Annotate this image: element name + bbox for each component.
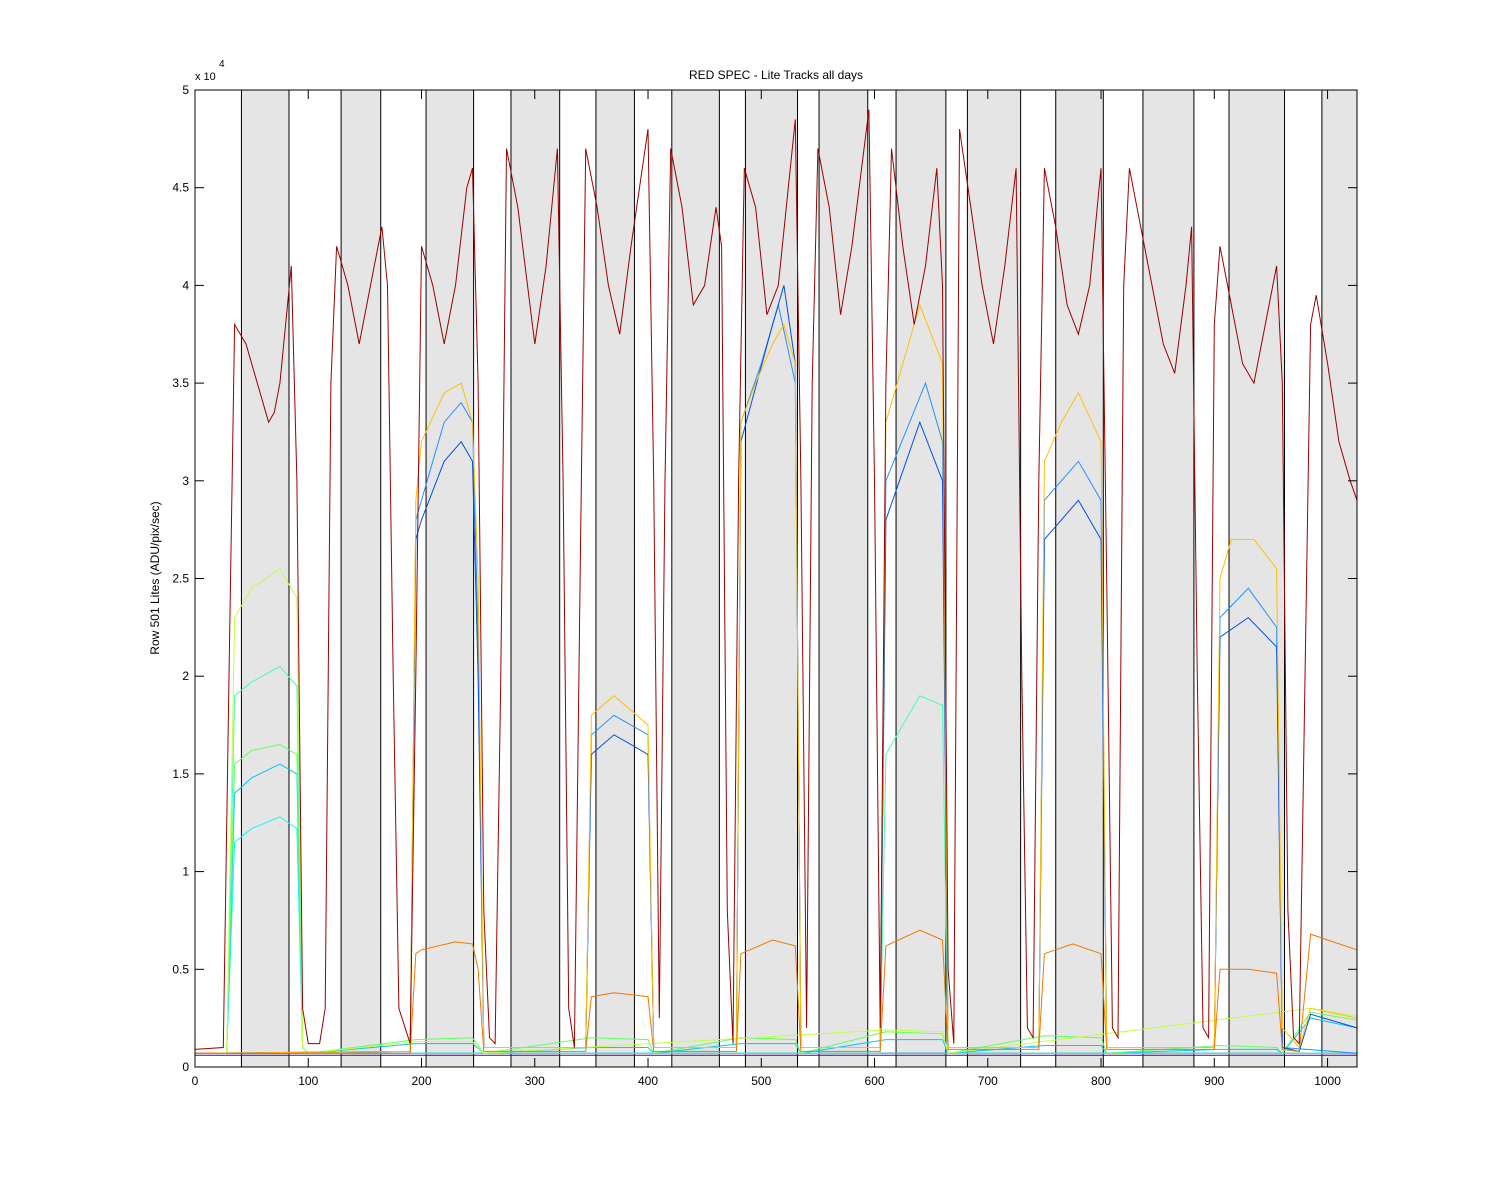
shaded-band xyxy=(340,89,382,1068)
axes: 0 100 200 300 400 500 600 700 800 900 1000 0 0.5 1 1.5… xyxy=(172,83,1358,1088)
y-multiplier-exponent: 4 xyxy=(219,59,225,70)
shaded-band xyxy=(966,89,1022,1068)
y-tick-label: 2.5 xyxy=(172,572,189,586)
series-line xyxy=(195,929,1358,1054)
shaded-band xyxy=(510,89,561,1068)
y-multiplier: x 10 xyxy=(195,71,216,83)
y-tick-label: 5 xyxy=(182,83,189,97)
x-tick-label: 800 xyxy=(1091,1074,1111,1088)
y-tick-label: 3.5 xyxy=(172,376,189,390)
series-line xyxy=(195,763,1358,1054)
shaded-band xyxy=(818,89,869,1068)
x-tick-label: 200 xyxy=(411,1074,431,1088)
y-tick-label: 1 xyxy=(182,865,189,879)
y-tick-label: 2 xyxy=(182,669,189,683)
y-tick-label: 0 xyxy=(182,1060,189,1074)
y-tick-label: 4 xyxy=(182,278,189,292)
y-axis-label: Row 501 Lites (ADU/pix/sec) xyxy=(148,501,162,654)
y-tick-label: 3 xyxy=(182,474,189,488)
series-line xyxy=(194,109,1358,1050)
series-line xyxy=(195,567,1358,1054)
x-tick-label: 100 xyxy=(298,1074,318,1088)
x-tick-label: 0 xyxy=(192,1074,199,1088)
x-tick-label: 900 xyxy=(1204,1074,1224,1088)
shaded-band xyxy=(425,89,475,1068)
series-line xyxy=(194,303,1358,1054)
x-tick-label: 1000 xyxy=(1314,1074,1341,1088)
x-tick-label: 600 xyxy=(865,1074,885,1088)
x-tick-label: 500 xyxy=(751,1074,771,1088)
chart-title: RED SPEC - Lite Tracks all days xyxy=(689,68,863,82)
shaded-band xyxy=(895,89,947,1068)
shaded-band xyxy=(744,89,799,1068)
x-tick-label: 700 xyxy=(978,1074,998,1088)
shaded-band xyxy=(671,89,720,1068)
x-tick-label: 400 xyxy=(638,1074,658,1088)
y-tick-label: 4.5 xyxy=(172,181,189,195)
bands xyxy=(240,89,1358,1068)
shaded-band xyxy=(1055,89,1104,1068)
y-tick-label: 0.5 xyxy=(172,962,189,976)
y-tick-label: 1.5 xyxy=(172,767,189,781)
shaded-band xyxy=(1228,89,1286,1068)
lines xyxy=(194,109,1358,1056)
shaded-band xyxy=(1142,89,1195,1068)
x-tick-label: 300 xyxy=(525,1074,545,1088)
